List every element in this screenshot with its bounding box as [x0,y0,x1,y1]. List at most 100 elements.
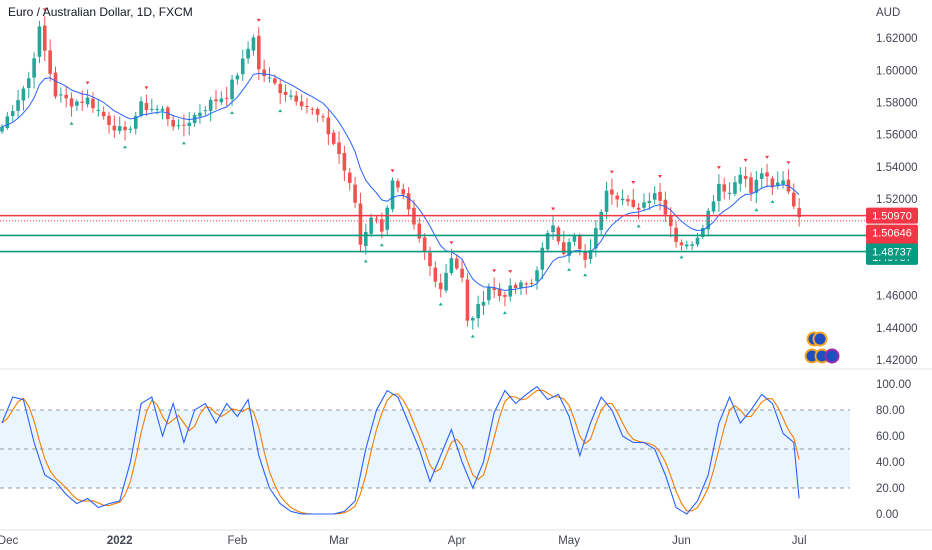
candle-body [460,268,464,278]
stochastic-axis[interactable]: 100.00 80.00 60.00 40.00 20.00 0.00 [876,379,911,521]
candle-body [545,233,550,250]
candle-body [37,26,42,57]
candle-body [599,211,603,230]
candle-body [433,267,438,282]
time-tick-label: 2022 [107,535,133,547]
candles-layer [0,16,801,330]
fractal-down-marker [278,109,283,113]
candle-body [337,142,341,155]
fractal-down-marker [379,243,384,247]
candle-body [797,207,801,218]
stochastic-d-line [1,389,800,515]
candle-body [251,37,256,51]
time-axis[interactable]: Dec 2022 Feb Mar Apr May Jun Jul [0,535,807,547]
candle-body [444,272,448,291]
price-level-badge[interactable] [866,207,918,224]
candle-body [64,94,68,99]
candle-body [139,101,143,116]
fractal-up-marker [551,207,556,211]
fractal-down-marker [502,311,507,315]
fractal-down-marker [181,141,186,145]
candle-body [101,111,106,117]
fractal-up-marker [716,166,721,170]
candle-body [310,108,315,110]
candle-body [96,109,101,111]
candle-body [240,58,245,75]
candle-body [246,48,250,59]
candle-body [503,294,507,297]
candle-body [642,202,646,208]
candle-body [390,180,395,210]
price-tick-label: 1.56000 [876,130,918,142]
currency-label[interactable]: AUD [876,7,900,19]
candle-body [685,244,689,247]
candle-body [353,184,357,203]
fractal-down-marker [679,255,684,259]
candle-body [107,115,111,125]
candle-body [321,116,325,118]
candle-body [775,182,780,186]
events-icon[interactable] [804,331,840,364]
candle-body [765,172,769,177]
candle-body [658,191,662,201]
price-axis[interactable]: 1.62000 1.60000 1.58000 1.56000 1.54000 1.520… [876,33,918,367]
candle-body [21,88,26,101]
candle-body [513,284,518,288]
fractal-down-marker [123,145,128,149]
stochastic-tick-label: 60.00 [876,431,905,443]
candle-body [465,279,470,321]
candle-body [556,227,561,242]
candle-body [529,282,534,284]
price-tick-label: 1.62000 [876,33,918,45]
eu-flag-icon[interactable] [812,331,828,347]
price-tick-label: 1.58000 [876,98,918,110]
candle-body [176,125,181,127]
candle-body [305,105,309,108]
candle-body [487,287,491,301]
candle-body [449,258,454,274]
candle-body [283,91,288,95]
candle-body [80,101,85,103]
fractal-down-marker [470,334,475,338]
candle-body [471,317,475,321]
candle-body [342,153,347,171]
candle-body [150,108,154,110]
candle-body [187,122,192,127]
candle-body [267,77,272,79]
fractal-up-marker [508,270,513,274]
candle-body [406,193,411,210]
candle-body [160,108,165,111]
candle-body [492,287,496,290]
au-flag-icon[interactable] [824,348,840,364]
candle-body [294,95,299,102]
candle-body [717,183,721,202]
fractal-up-marker [42,8,47,12]
time-tick-label: Dec [0,535,18,547]
candle-body [214,99,218,102]
time-tick-label: Jun [672,535,691,547]
candle-body [626,199,630,202]
candle-body [203,110,208,112]
price-level-badge-text: 1.48737 [872,247,912,259]
candle-body [519,282,523,289]
fractal-down-marker [363,259,368,263]
price-level-badge[interactable] [866,243,918,260]
fractals-layer [42,8,791,338]
candle-body [701,228,705,237]
time-tick-label: Mar [329,535,349,547]
stochastic-tick-label: 40.00 [876,457,905,469]
candle-body [133,115,138,129]
candle-body [235,75,240,80]
price-level-badge[interactable] [866,224,918,241]
candle-body [711,201,716,212]
candle-body [668,216,673,227]
candle-body [652,193,657,200]
candle-body [636,207,641,210]
candle-body [620,198,625,201]
candle-body [112,125,117,131]
candle-body [53,72,58,97]
candle-body [326,117,331,135]
moving-average-line [1,72,800,292]
stochastic-tick-label: 0.00 [876,509,898,521]
price-level-badge-text: 1.50970 [872,211,912,223]
